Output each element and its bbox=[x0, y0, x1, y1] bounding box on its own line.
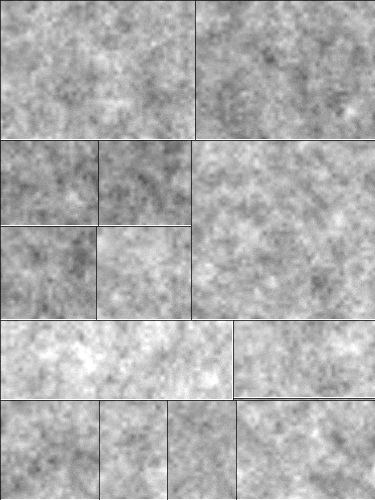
Text: K: K bbox=[4, 401, 13, 414]
Text: G: G bbox=[195, 141, 205, 154]
Text: A: A bbox=[4, 4, 13, 16]
Text: J: J bbox=[236, 398, 241, 411]
Text: C: C bbox=[101, 141, 110, 154]
Text: E: E bbox=[4, 226, 12, 239]
Text: F: F bbox=[99, 226, 107, 239]
Text: M: M bbox=[171, 401, 182, 414]
Text: B: B bbox=[4, 141, 13, 154]
Text: I: I bbox=[236, 321, 241, 334]
Text: D: D bbox=[199, 4, 208, 16]
Text: L: L bbox=[103, 401, 111, 414]
Text: N: N bbox=[240, 401, 250, 414]
Text: H: H bbox=[4, 321, 13, 334]
